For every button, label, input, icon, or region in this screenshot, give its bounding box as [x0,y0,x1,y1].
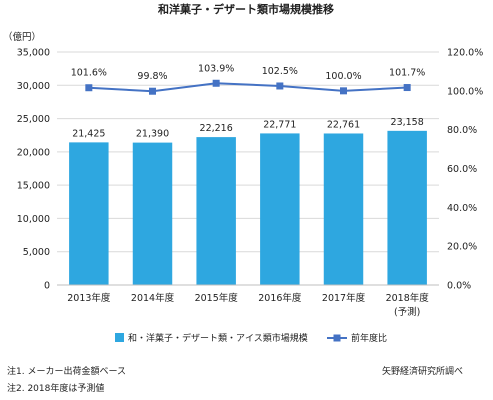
legend-line-marker [333,334,341,342]
bar [387,130,427,285]
bar [323,133,364,285]
y-left-tick-label: 10,000 [17,214,50,225]
note-1: 注1. メーカー出荷金額ベース [7,367,126,377]
x-tick-label: 2014年度 [131,292,175,304]
bar [69,142,109,285]
y-right-tick-label: 0.0% [447,281,471,292]
line-value-label: 102.5% [262,66,298,77]
bar [132,142,173,285]
line-series [88,82,408,93]
legend-bar-label: 和・洋菓子・デザート類・アイス類市場規模 [128,332,308,344]
y-left-unit-label: （億円） [3,31,41,43]
category-note: (予測) [394,306,420,318]
line-point [85,84,93,92]
y-left-tick-label: 0 [44,281,50,292]
y-left-tick-label: 25,000 [17,114,50,125]
y-left-tick-label: 15,000 [17,181,50,192]
source-note: 矢野経済研究所調べ [382,367,464,377]
y-right-tick-label: 40.0% [447,203,477,214]
line-point [276,82,284,90]
legend-line-label: 前年度比 [351,332,387,344]
y-right-tick-label: 60.0% [447,164,477,175]
y-left-tick-label: 30,000 [17,81,50,92]
y-right-tick-label: 100.0% [447,86,483,97]
y-right-tick-label: 120.0% [447,48,483,59]
y-left-tick-label: 35,000 [17,48,50,59]
line-point [212,79,220,87]
y-right-tick-label: 80.0% [447,125,477,136]
line-value-label: 100.0% [325,71,361,82]
x-tick-label: 2015年度 [195,292,239,304]
x-tick-label: 2018年度 [386,292,430,304]
bar [260,133,300,285]
note-2: 注2. 2018年度は予測値 [7,384,105,394]
bar [196,137,236,285]
bar-value-label: 22,771 [263,119,296,130]
line-value-label: 103.9% [198,63,234,74]
line-point [403,84,411,92]
bar-value-label: 22,761 [327,119,360,130]
chart-title: 和洋菓子・デザート類市場規模推移 [158,2,334,16]
line-point [149,87,156,95]
x-tick-label: 2013年度 [67,292,111,304]
bar-value-label: 21,425 [72,128,105,139]
legend-bar-swatch [115,333,124,342]
x-tick-label: 2017年度 [322,292,366,304]
bar-value-label: 23,158 [391,117,424,128]
line-value-label: 101.6% [71,68,107,79]
line-point [340,87,347,95]
line-value-label: 99.8% [137,71,167,82]
x-tick-label: 2016年度 [258,292,302,304]
y-left-tick-label: 20,000 [17,147,50,158]
y-left-tick-label: 5,000 [23,247,50,258]
bar-value-label: 21,390 [136,129,169,140]
y-right-tick-label: 20.0% [447,242,477,253]
line-value-label: 101.7% [389,68,425,79]
bar-value-label: 22,216 [200,123,233,134]
